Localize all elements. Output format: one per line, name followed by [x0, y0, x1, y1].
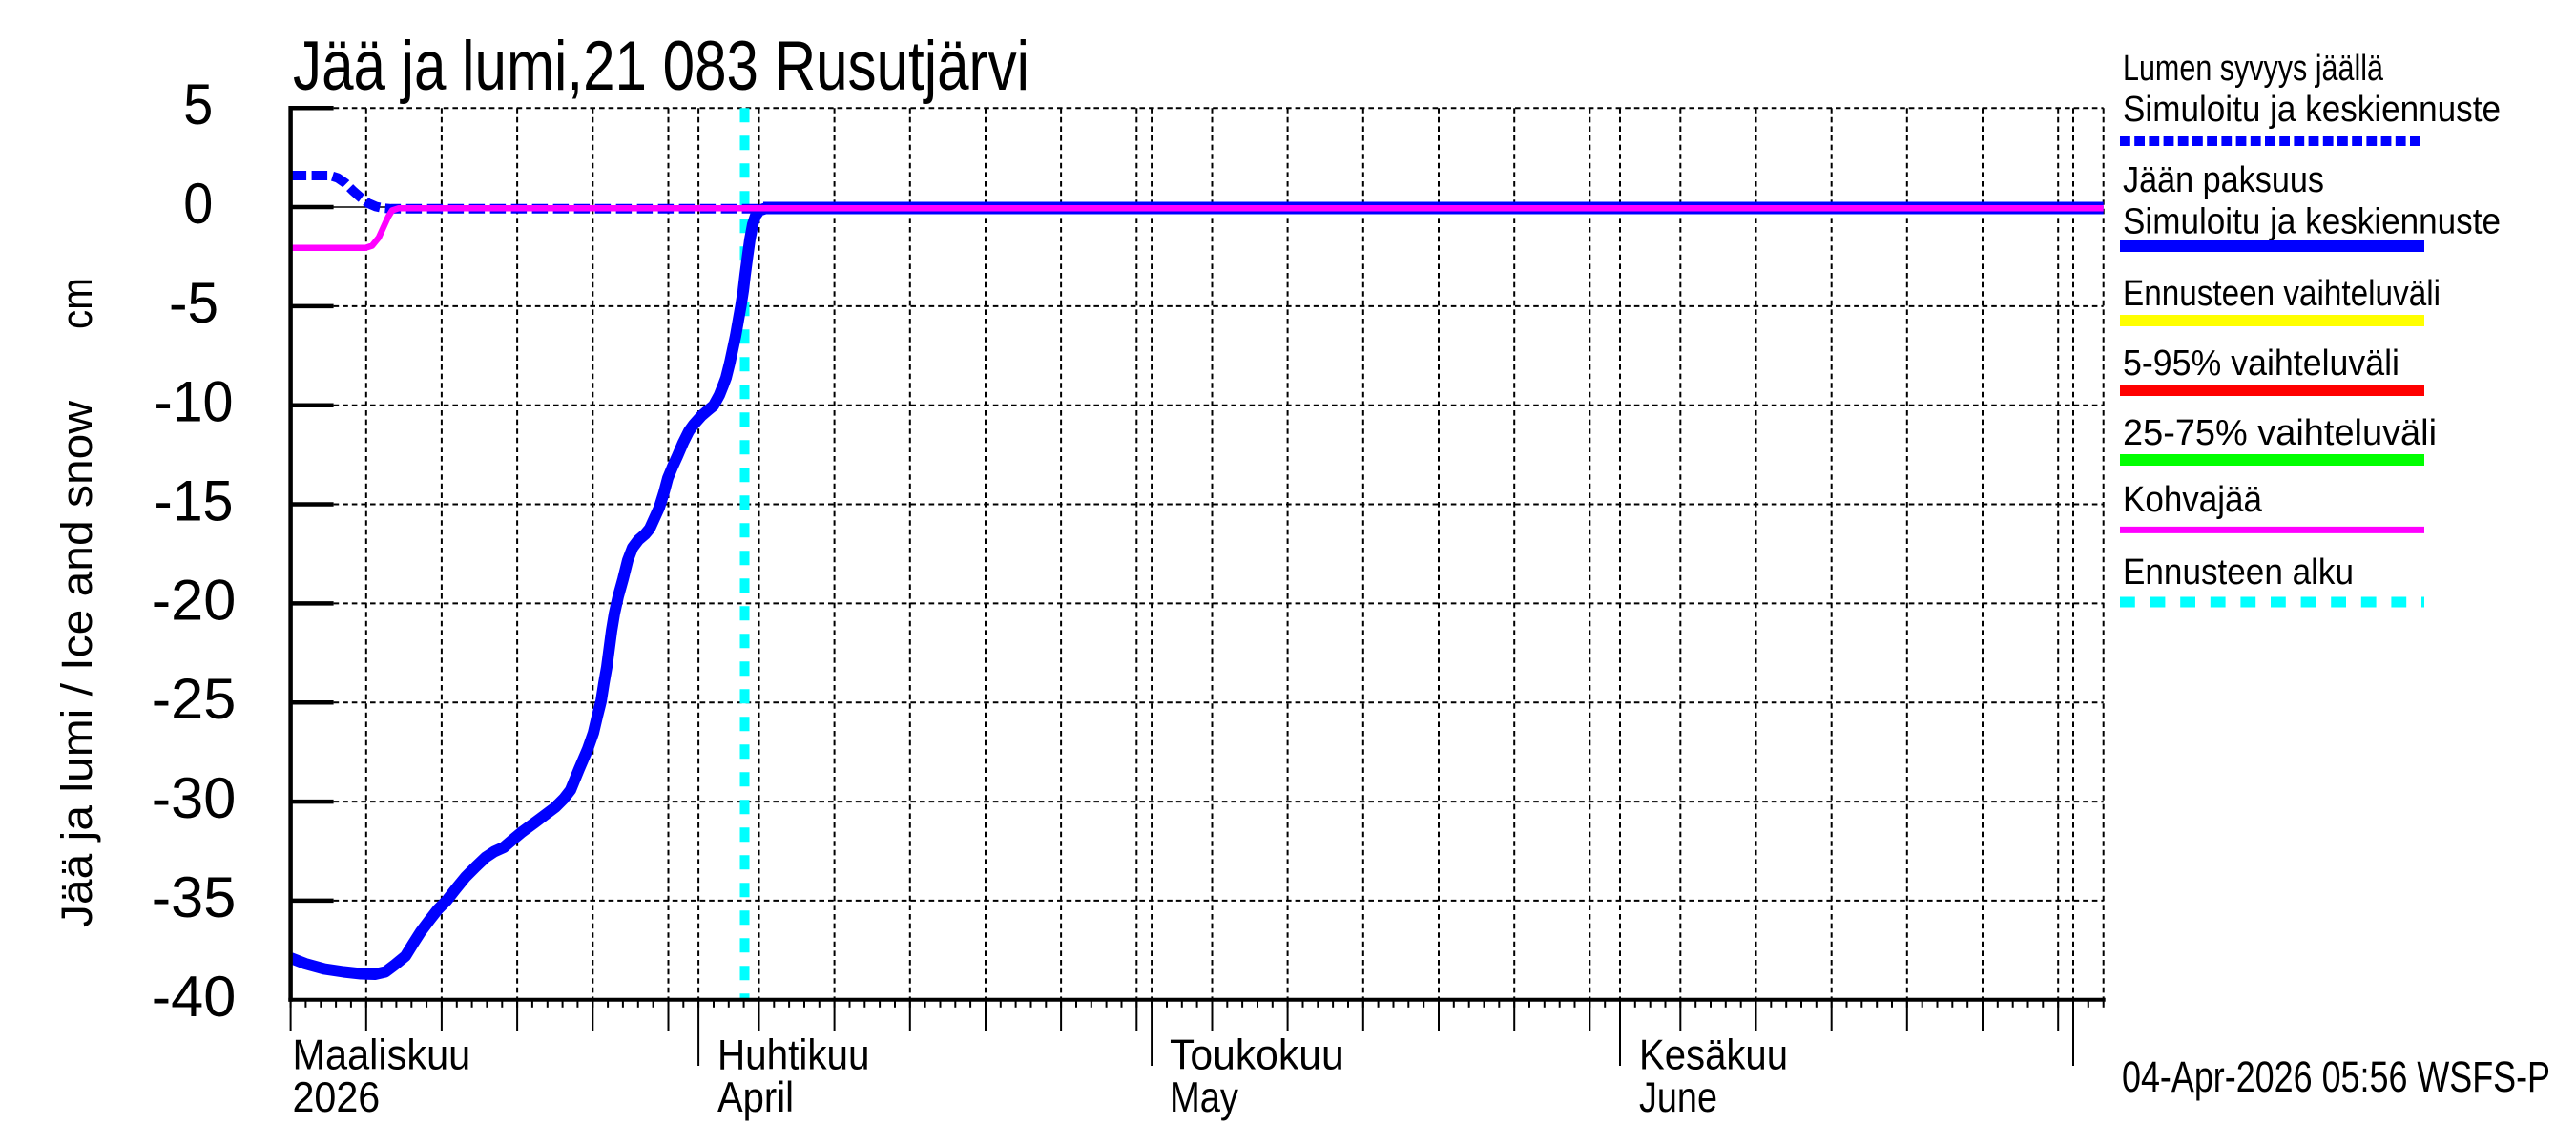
svg-text:-20: -20 [152, 568, 237, 632]
svg-text:April: April [717, 1074, 794, 1121]
svg-text:2026: 2026 [293, 1074, 381, 1121]
svg-text:25-75% vaihteluväli: 25-75% vaihteluväli [2123, 413, 2437, 453]
svg-text:Huhtikuu: Huhtikuu [717, 1032, 870, 1079]
svg-text:Kohvajää: Kohvajää [2123, 480, 2263, 520]
svg-text:June: June [1639, 1074, 1717, 1121]
svg-text:-35: -35 [152, 865, 237, 929]
svg-text:Jään paksuus: Jään paksuus [2123, 160, 2324, 200]
svg-text:Jää ja lumi / Ice and snow: Jää ja lumi / Ice and snow [52, 400, 101, 927]
svg-text:-15: -15 [155, 469, 234, 533]
svg-text:-30: -30 [152, 766, 237, 830]
svg-text:Kesäkuu: Kesäkuu [1639, 1032, 1788, 1079]
svg-text:Toukokuu: Toukokuu [1170, 1032, 1344, 1079]
svg-text:cm: cm [52, 278, 101, 329]
svg-text:Jää ja lumi,21 083 Rusutjärvi: Jää ja lumi,21 083 Rusutjärvi [293, 28, 1029, 105]
svg-text:May: May [1170, 1074, 1239, 1121]
svg-text:Simuloitu ja keskiennuste: Simuloitu ja keskiennuste [2123, 202, 2501, 242]
svg-text:-25: -25 [152, 667, 237, 731]
svg-text:-10: -10 [155, 370, 234, 434]
svg-text:5: 5 [183, 73, 213, 136]
svg-text:Maaliskuu: Maaliskuu [293, 1032, 471, 1079]
svg-text:-40: -40 [152, 965, 237, 1029]
svg-text:04-Apr-2026 05:56 WSFS-P: 04-Apr-2026 05:56 WSFS-P [2122, 1052, 2550, 1101]
svg-text:Ennusteen vaihteluväli: Ennusteen vaihteluväli [2123, 274, 2441, 314]
svg-text:Simuloitu ja keskiennuste: Simuloitu ja keskiennuste [2123, 90, 2501, 130]
svg-text:5-95% vaihteluväli: 5-95% vaihteluväli [2123, 344, 2399, 384]
svg-text:Ennusteen alku: Ennusteen alku [2123, 552, 2354, 593]
svg-text:Lumen syvyys jäällä: Lumen syvyys jäällä [2123, 49, 2384, 89]
svg-text:-5: -5 [169, 271, 218, 335]
svg-text:0: 0 [183, 172, 213, 236]
